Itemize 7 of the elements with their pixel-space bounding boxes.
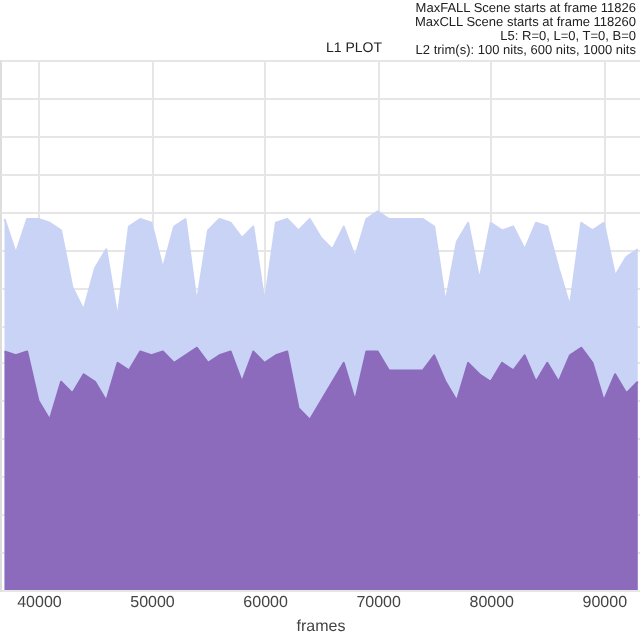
x-tick-label: 70000 — [356, 593, 403, 611]
x-tick-label: 40000 — [17, 593, 63, 611]
x-tick-label: 50000 — [130, 593, 176, 611]
x-tick-label: 90000 — [582, 593, 629, 611]
x-axis-title: frames — [296, 617, 346, 635]
x-tick-label: 80000 — [469, 593, 516, 611]
x-tick-label: 60000 — [243, 593, 289, 611]
